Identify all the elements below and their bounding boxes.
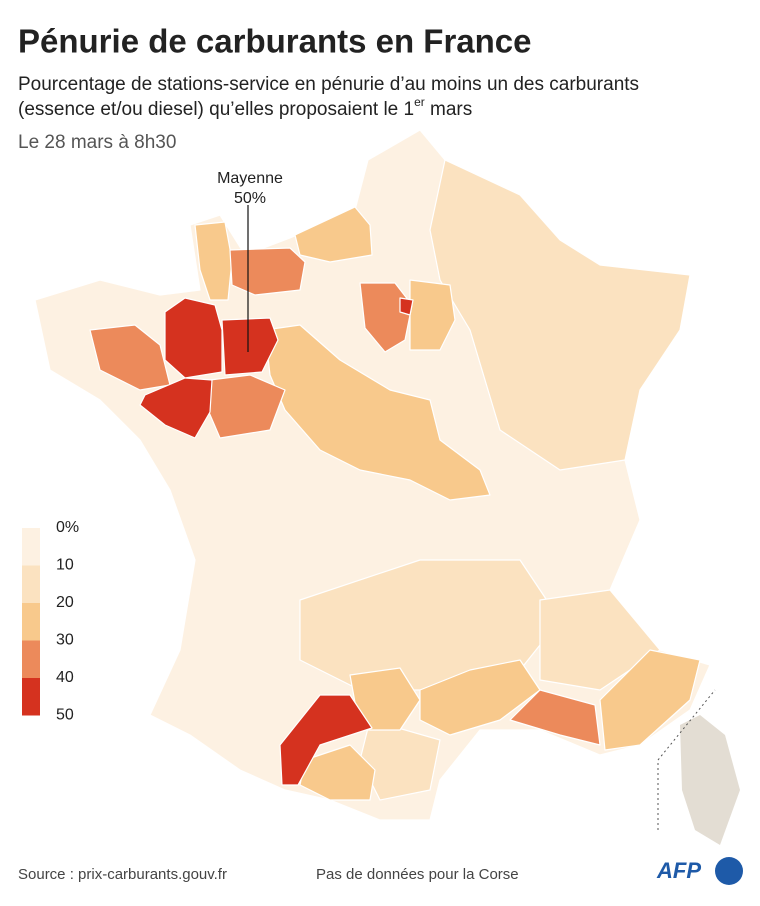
subtitle-end: mars [425, 99, 473, 120]
region [409, 279, 456, 351]
annotation-value: 50% [234, 190, 266, 207]
subtitle-text: (essence et/ou diesel) qu’elles proposai… [18, 99, 414, 120]
legend-label: 20 [56, 594, 74, 611]
region [294, 206, 373, 263]
logo: AFP [656, 858, 701, 883]
region [299, 744, 376, 801]
legend-label: 50 [56, 707, 74, 724]
legend-swatch [22, 565, 40, 603]
legend-swatch [22, 603, 40, 641]
region [399, 297, 414, 316]
region [359, 719, 441, 801]
source: Source : prix-carburants.gouv.fr [18, 866, 227, 883]
region [264, 324, 491, 501]
subtitle-line1: Pourcentage de stations-service en pénur… [18, 74, 639, 95]
region [359, 282, 413, 353]
mayenne [221, 317, 279, 376]
legend-label: 30 [56, 632, 74, 649]
note: Pas de données pour la Corse [316, 866, 519, 883]
title: Pénurie de carburants en France [18, 23, 532, 60]
region [279, 694, 373, 786]
logo-circle [715, 857, 743, 885]
region [509, 689, 601, 746]
legend-label: 0% [56, 519, 79, 536]
annotation-name: Mayenne [217, 170, 283, 187]
region [419, 659, 541, 736]
region [599, 649, 701, 751]
region [139, 377, 213, 439]
legend: 0% 10 20 30 40 50 [22, 519, 79, 724]
legend-label: 10 [56, 557, 74, 574]
legend-swatch [22, 528, 40, 566]
inset-separator [657, 689, 716, 830]
superscript: er [414, 95, 425, 109]
corsica [680, 715, 740, 845]
subtitle-line2: (essence et/ou diesel) qu’elles proposai… [18, 95, 472, 120]
date: Le 28 mars à 8h30 [18, 132, 176, 153]
legend-swatch [22, 640, 40, 678]
region [164, 297, 223, 379]
legend-label: 40 [56, 669, 74, 686]
map [34, 129, 740, 845]
region [229, 247, 306, 296]
legend-swatch [22, 678, 40, 716]
region [194, 221, 233, 301]
